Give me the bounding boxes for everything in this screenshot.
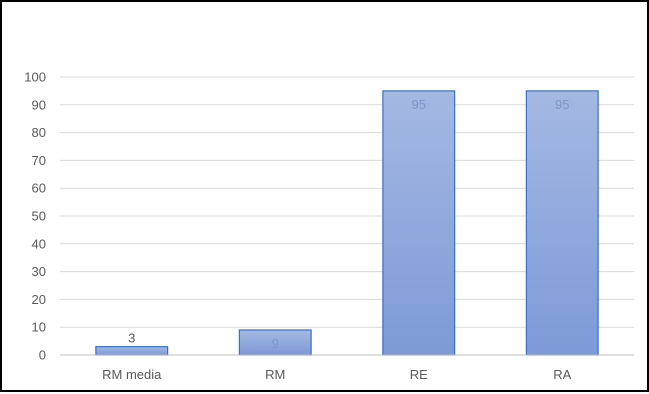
x-tick-label: RM bbox=[265, 367, 285, 382]
y-tick-label: 80 bbox=[32, 125, 46, 140]
x-tick-label: RA bbox=[553, 367, 571, 382]
x-axis-ticks: RM media RM RE RA bbox=[102, 367, 571, 382]
data-label: 95 bbox=[412, 97, 426, 112]
bars bbox=[95, 90, 599, 356]
y-tick-label: 10 bbox=[32, 320, 46, 335]
bar-rm-media bbox=[95, 346, 169, 356]
data-label: 9 bbox=[272, 336, 279, 351]
data-labels: 3 9 95 95 bbox=[128, 97, 569, 351]
y-tick-label: 70 bbox=[32, 153, 46, 168]
x-tick-label: RM media bbox=[102, 367, 162, 382]
gridlines bbox=[60, 76, 634, 328]
data-label: 95 bbox=[555, 97, 569, 112]
y-tick-label: 30 bbox=[32, 264, 46, 279]
y-tick-label: 0 bbox=[39, 348, 46, 363]
y-tick-label: 20 bbox=[32, 292, 46, 307]
bar-ra bbox=[525, 90, 599, 356]
y-tick-label: 40 bbox=[32, 236, 46, 251]
x-tick-label: RE bbox=[410, 367, 428, 382]
data-label: 3 bbox=[128, 331, 135, 346]
y-tick-label: 90 bbox=[32, 97, 46, 112]
bar-rm bbox=[238, 329, 312, 356]
y-axis-ticks: 0 10 20 30 40 50 60 70 80 90 100 bbox=[24, 70, 46, 363]
y-tick-label: 50 bbox=[32, 209, 46, 224]
y-tick-label: 60 bbox=[32, 181, 46, 196]
bar-re bbox=[382, 90, 456, 356]
y-tick-label: 100 bbox=[24, 70, 46, 85]
